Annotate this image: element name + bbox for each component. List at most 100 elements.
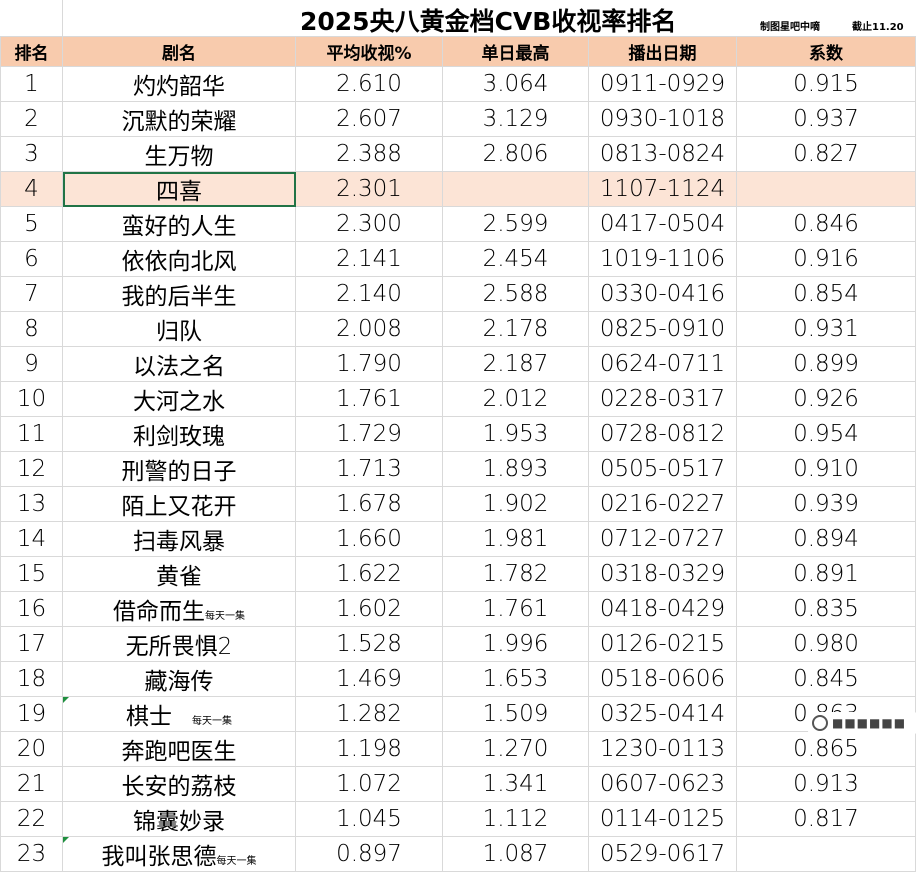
row-1-first-cell[interactable] (0, 0, 63, 36)
dates-cell[interactable]: 0114-0125 (588, 801, 737, 837)
name-cell[interactable]: 奔跑吧医生 (62, 731, 296, 767)
coef-cell[interactable]: 0.939 (736, 486, 916, 522)
rank-cell[interactable]: 19 (0, 696, 63, 732)
dates-cell[interactable]: 0518-0606 (588, 661, 737, 697)
coef-cell[interactable]: 0.845 (736, 661, 916, 697)
avg-cell[interactable]: 2.607 (295, 101, 443, 137)
dates-cell[interactable]: 0712-0727 (588, 521, 737, 557)
avg-cell[interactable]: 0.897 (295, 836, 443, 872)
max-cell[interactable]: 1.996 (442, 626, 589, 662)
dates-cell[interactable]: 0318-0329 (588, 556, 737, 592)
coef-cell[interactable]: 0.937 (736, 101, 916, 137)
max-cell[interactable]: 1.653 (442, 661, 589, 697)
name-cell[interactable]: 我的后半生 (62, 276, 296, 312)
dates-cell[interactable]: 0607-0623 (588, 766, 737, 802)
avg-cell[interactable]: 1.528 (295, 626, 443, 662)
rank-cell[interactable]: 8 (0, 311, 63, 347)
max-cell[interactable]: 2.806 (442, 136, 589, 172)
name-cell[interactable]: 沉默的荣耀 (62, 101, 296, 137)
name-cell[interactable]: 归队 (62, 311, 296, 347)
rank-cell[interactable]: 17 (0, 626, 63, 662)
rank-cell[interactable]: 6 (0, 241, 63, 277)
name-cell[interactable]: 蛮好的人生 (62, 206, 296, 242)
coef-cell[interactable]: 0.835 (736, 591, 916, 627)
dates-cell[interactable]: 0930-1018 (588, 101, 737, 137)
rank-cell[interactable]: 9 (0, 346, 63, 382)
rank-cell[interactable]: 21 (0, 766, 63, 802)
max-cell[interactable]: 2.187 (442, 346, 589, 382)
avg-cell[interactable]: 1.660 (295, 521, 443, 557)
coef-cell[interactable]: 0.865 (736, 731, 916, 767)
dates-cell[interactable]: 0325-0414 (588, 696, 737, 732)
rank-cell[interactable]: 3 (0, 136, 63, 172)
max-cell[interactable]: 1.341 (442, 766, 589, 802)
name-cell[interactable]: 以法之名 (62, 346, 296, 382)
name-cell[interactable]: 扫毒风暴 (62, 521, 296, 557)
max-cell[interactable]: 1.270 (442, 731, 589, 767)
rank-cell[interactable]: 22 (0, 801, 63, 837)
rank-cell[interactable]: 16 (0, 591, 63, 627)
max-cell[interactable]: 2.178 (442, 311, 589, 347)
rank-cell[interactable]: 5 (0, 206, 63, 242)
avg-cell[interactable]: 2.388 (295, 136, 443, 172)
avg-cell[interactable]: 1.602 (295, 591, 443, 627)
avg-cell[interactable]: 2.140 (295, 276, 443, 312)
dates-cell[interactable]: 0825-0910 (588, 311, 737, 347)
dates-cell[interactable]: 1019-1106 (588, 241, 737, 277)
name-cell[interactable]: 藏海传 (62, 661, 296, 697)
rank-cell[interactable]: 14 (0, 521, 63, 557)
dates-cell[interactable]: 0529-0617 (588, 836, 737, 872)
header-avg[interactable]: 平均收视% (295, 36, 443, 67)
name-cell[interactable]: 黄雀 (62, 556, 296, 592)
dates-cell[interactable]: 1107-1124 (588, 171, 737, 207)
max-cell[interactable]: 1.893 (442, 451, 589, 487)
rank-cell[interactable]: 15 (0, 556, 63, 592)
header-rank[interactable]: 排名 (0, 36, 63, 67)
avg-cell[interactable]: 2.300 (295, 206, 443, 242)
rank-cell[interactable]: 20 (0, 731, 63, 767)
name-cell[interactable]: 利剑玫瑰 (62, 416, 296, 452)
max-cell[interactable]: 1.761 (442, 591, 589, 627)
name-cell[interactable]: 长安的荔枝 (62, 766, 296, 802)
header-coef[interactable]: 系数 (736, 36, 916, 67)
dates-cell[interactable]: 0624-0711 (588, 346, 737, 382)
max-cell[interactable]: 3.064 (442, 66, 589, 102)
coef-cell[interactable]: 0.916 (736, 241, 916, 277)
dates-cell[interactable]: 0728-0812 (588, 416, 737, 452)
max-cell[interactable]: 2.588 (442, 276, 589, 312)
rank-cell[interactable]: 10 (0, 381, 63, 417)
rank-cell[interactable]: 23 (0, 836, 63, 872)
max-cell[interactable]: 2.012 (442, 381, 589, 417)
name-cell[interactable]: 锦囊妙录 (62, 801, 296, 837)
coef-cell[interactable]: 0.854 (736, 276, 916, 312)
avg-cell[interactable]: 2.008 (295, 311, 443, 347)
coef-cell[interactable] (736, 836, 916, 872)
max-cell[interactable]: 3.129 (442, 101, 589, 137)
name-cell[interactable]: 灼灼韶华 (62, 66, 296, 102)
max-cell[interactable]: 1.953 (442, 416, 589, 452)
avg-cell[interactable]: 1.790 (295, 346, 443, 382)
coef-cell[interactable]: 0.954 (736, 416, 916, 452)
avg-cell[interactable]: 1.713 (295, 451, 443, 487)
rank-cell[interactable]: 4 (0, 171, 63, 207)
name-cell[interactable]: 无所畏惧2 (62, 626, 296, 662)
coef-cell[interactable]: 0.910 (736, 451, 916, 487)
coef-cell[interactable]: 0.846 (736, 206, 916, 242)
max-cell[interactable]: 2.454 (442, 241, 589, 277)
coef-cell[interactable]: 0.899 (736, 346, 916, 382)
max-cell[interactable]: 1.902 (442, 486, 589, 522)
max-cell[interactable]: 2.599 (442, 206, 589, 242)
name-cell[interactable]: 四喜 (62, 171, 296, 207)
name-cell[interactable]: 我叫张思德每天一集 (62, 836, 296, 872)
coef-cell[interactable]: 0.980 (736, 626, 916, 662)
dates-cell[interactable]: 0228-0317 (588, 381, 737, 417)
coef-cell[interactable]: 0.915 (736, 66, 916, 102)
rank-cell[interactable]: 11 (0, 416, 63, 452)
name-cell[interactable]: 依依向北风 (62, 241, 296, 277)
coef-cell[interactable] (736, 171, 916, 207)
name-cell[interactable]: 刑警的日子 (62, 451, 296, 487)
name-cell[interactable]: 陌上又花开 (62, 486, 296, 522)
avg-cell[interactable]: 1.729 (295, 416, 443, 452)
rank-cell[interactable]: 2 (0, 101, 63, 137)
coef-cell[interactable]: 0.817 (736, 801, 916, 837)
